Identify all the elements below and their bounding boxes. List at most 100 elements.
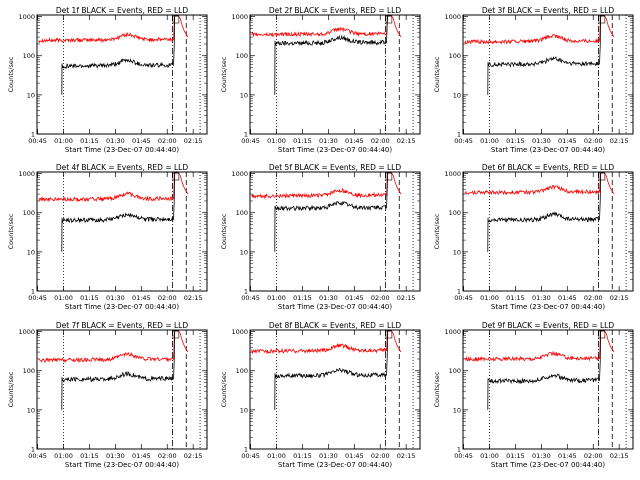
panel-title: Det 4f BLACK = Events, RED = LLD <box>56 163 189 172</box>
chart-panel-6: Det 6f BLACK = Events, RED = LLD 1 10 100 10… <box>433 163 634 311</box>
y-axis-label: Counts/sec <box>7 56 15 92</box>
x-tick-label: 02:15 <box>397 294 416 302</box>
flare-glyph <box>172 15 180 24</box>
flare-glyph <box>598 15 606 24</box>
y-tick-label: 1000 <box>18 328 35 336</box>
y-tick-label: 10 <box>453 91 461 99</box>
events-series-line <box>274 201 387 252</box>
x-axis-label: Start Time (23-Dec-07 00:44:40) <box>491 461 605 469</box>
x-tick-label: 01:45 <box>558 137 577 145</box>
x-axis-label: Start Time (23-Dec-07 00:44:40) <box>491 146 605 154</box>
x-tick-label: 01:30 <box>106 137 125 145</box>
panel-title: Det 1f BLACK = Events, RED = LLD <box>56 6 189 15</box>
y-tick-label: 100 <box>449 52 461 60</box>
x-tick-label: 01:30 <box>532 452 551 460</box>
lld-flare-line <box>173 172 189 200</box>
x-tick-label: 02:15 <box>184 452 203 460</box>
x-tick-label: 01:45 <box>132 137 151 145</box>
x-tick-label: 01:45 <box>345 294 364 302</box>
flare-glyph <box>172 330 180 339</box>
events-series-line <box>61 371 174 410</box>
y-tick-label: 100 <box>23 367 35 375</box>
y-tick-label: 1000 <box>18 13 35 21</box>
lld-series-line <box>251 187 387 199</box>
x-tick-label: 01:30 <box>319 137 338 145</box>
x-tick-label: 01:00 <box>480 452 499 460</box>
x-tick-label: 01:15 <box>506 137 525 145</box>
panel-title: Det 7f BLACK = Events, RED = LLD <box>56 321 189 330</box>
y-tick-label: 1000 <box>18 170 35 178</box>
y-axis-label: Counts/sec <box>433 213 441 249</box>
y-tick-label: 10 <box>453 406 461 414</box>
lld-series-line <box>38 31 174 44</box>
y-tick-label: 1 <box>31 131 35 139</box>
events-series-line <box>274 34 387 95</box>
x-tick-label: 02:00 <box>584 294 603 302</box>
x-tick-label: 01:15 <box>506 294 525 302</box>
x-tick-label: 00:45 <box>241 294 260 302</box>
y-tick-label: 100 <box>449 209 461 217</box>
y-tick-label: 1000 <box>444 328 461 336</box>
y-axis-label: Counts/sec <box>433 371 441 407</box>
lld-series-line <box>464 34 600 45</box>
x-tick-label: 02:15 <box>610 137 629 145</box>
chart-panel-5: Det 5f BLACK = Events, RED = LLD 1 10 100 10… <box>220 163 421 311</box>
lld-series-line <box>38 191 174 203</box>
x-tick-label: 01:30 <box>106 452 125 460</box>
plot-frame <box>36 14 208 135</box>
flare-glyph <box>385 15 393 24</box>
y-tick-label: 1 <box>244 446 248 454</box>
chart-panel-1: Det 1f BLACK = Events, RED = LLD 1 10 100 10… <box>7 6 208 154</box>
x-tick-label: 01:15 <box>80 452 99 460</box>
x-tick-label: 02:00 <box>371 294 390 302</box>
x-tick-label: 00:45 <box>454 452 473 460</box>
x-axis-label: Start Time (23-Dec-07 00:44:40) <box>65 146 179 154</box>
plot-frame <box>36 329 208 450</box>
x-tick-label: 02:15 <box>397 452 416 460</box>
x-tick-label: 01:00 <box>267 452 286 460</box>
y-tick-label: 100 <box>236 367 248 375</box>
y-tick-label: 1 <box>457 446 461 454</box>
x-tick-label: 01:45 <box>345 452 364 460</box>
lld-flare-line <box>386 172 402 196</box>
y-tick-label: 100 <box>23 52 35 60</box>
x-tick-label: 01:15 <box>293 452 312 460</box>
panel-title: Det 9f BLACK = Events, RED = LLD <box>482 321 615 330</box>
x-tick-label: 02:00 <box>371 137 390 145</box>
chart-panel-3: Det 3f BLACK = Events, RED = LLD 1 10 100 10… <box>433 6 634 154</box>
x-tick-label: 01:15 <box>293 294 312 302</box>
y-axis-label: Counts/sec <box>220 56 228 92</box>
y-tick-label: 10 <box>240 248 248 256</box>
y-tick-label: 100 <box>236 209 248 217</box>
x-tick-label: 00:45 <box>28 452 47 460</box>
lld-flare-line <box>173 330 189 360</box>
y-tick-label: 10 <box>240 406 248 414</box>
lld-flare-line <box>599 330 615 360</box>
x-tick-label: 01:15 <box>506 452 525 460</box>
x-tick-label: 00:45 <box>454 137 473 145</box>
x-tick-label: 02:15 <box>397 137 416 145</box>
x-tick-label: 02:15 <box>610 452 629 460</box>
events-series-line <box>61 57 174 95</box>
x-tick-label: 02:00 <box>158 452 177 460</box>
plot-frame <box>462 329 634 450</box>
x-tick-label: 01:00 <box>54 137 73 145</box>
panel-title: Det 3f BLACK = Events, RED = LLD <box>482 6 615 15</box>
x-axis-label: Start Time (23-Dec-07 00:44:40) <box>491 303 605 311</box>
x-tick-label: 01:45 <box>558 294 577 302</box>
panel-title: Det 6f BLACK = Events, RED = LLD <box>482 163 615 172</box>
x-tick-label: 02:15 <box>610 294 629 302</box>
chart-panel-7: Det 7f BLACK = Events, RED = LLD 1 10 100 10… <box>7 321 208 469</box>
x-tick-label: 01:15 <box>80 294 99 302</box>
flare-glyph <box>598 172 606 181</box>
y-axis-label: Counts/sec <box>433 56 441 92</box>
x-tick-label: 01:15 <box>80 137 99 145</box>
x-tick-label: 02:15 <box>184 137 203 145</box>
chart-panel-2: Det 2f BLACK = Events, RED = LLD 1 10 100 10… <box>220 6 421 154</box>
x-tick-label: 01:30 <box>106 294 125 302</box>
x-tick-label: 01:00 <box>267 294 286 302</box>
y-axis-label: Counts/sec <box>220 213 228 249</box>
y-tick-label: 10 <box>453 248 461 256</box>
events-series-line <box>487 373 600 410</box>
